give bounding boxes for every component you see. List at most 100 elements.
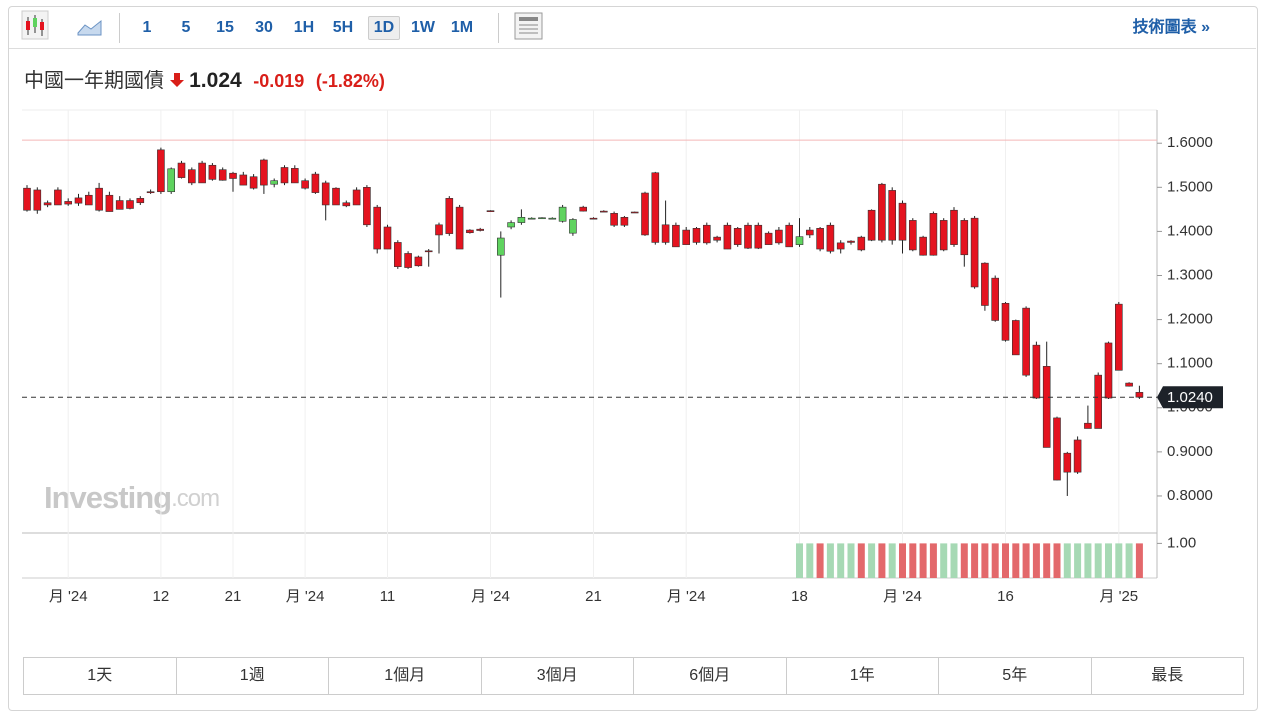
candle-body (414, 256, 423, 267)
candle-body (321, 182, 330, 206)
range-button[interactable]: 1年 (785, 658, 939, 694)
candle-body (177, 162, 186, 178)
separator (498, 13, 499, 43)
change-pct: (-1.82%) (315, 71, 385, 91)
volume-bar (899, 543, 906, 578)
y-tick-label: 1.3000 (1167, 266, 1213, 283)
candle-body (816, 228, 824, 250)
candle-body (744, 224, 752, 249)
range-button[interactable]: 1個月 (328, 658, 481, 694)
candle-body (136, 198, 145, 204)
volume-bar (1084, 543, 1092, 578)
technical-chart-link[interactable]: 技術圖表 » (1132, 19, 1210, 36)
range-button[interactable]: 1週 (175, 658, 329, 694)
volume-bar (1125, 543, 1133, 578)
candle-body (939, 220, 948, 251)
y-tick-label: 1.4000 (1167, 222, 1213, 239)
candle-body (301, 180, 309, 189)
candle-body (847, 240, 855, 243)
y-tick-label: 1.5000 (1167, 178, 1213, 195)
volume-bar (1135, 543, 1143, 578)
candle-body (898, 202, 907, 241)
last-price-label: 1.0240 (1167, 389, 1213, 406)
candle-body (126, 200, 134, 209)
candle-body (836, 242, 845, 250)
x-tick-label: 11 (380, 588, 396, 605)
x-tick-label: 12 (153, 588, 170, 605)
volume-bar (1002, 543, 1009, 578)
candle-body (466, 229, 474, 234)
range-bar: 1天 1週 1個月 3個月 6個月 1年 5年 最長 (23, 657, 1244, 695)
range-button[interactable]: 1天 (87, 667, 113, 684)
volume-bar (1115, 543, 1123, 578)
volume-bar (796, 543, 803, 578)
candle-body (229, 172, 237, 179)
candle-body (1125, 382, 1133, 387)
candle-body (64, 201, 72, 205)
candle-body (1084, 422, 1092, 429)
volume-bar (971, 543, 979, 578)
volume-bar (816, 543, 824, 578)
candle-body (970, 217, 979, 288)
volume-bar (929, 543, 937, 578)
candle-body (878, 183, 886, 241)
interval-button[interactable]: 1D (368, 16, 400, 40)
volume-bar (847, 543, 855, 578)
interval-button[interactable]: 15 (216, 19, 234, 36)
interval-button[interactable]: 30 (255, 19, 273, 36)
candle-body (538, 217, 546, 220)
range-button[interactable]: 6個月 (633, 658, 786, 694)
layout-icon[interactable] (513, 9, 553, 49)
candle-body (1032, 344, 1041, 399)
candle-body (599, 210, 608, 213)
area-icon[interactable] (75, 9, 115, 49)
price: 1.024 (189, 69, 242, 92)
candle-body (672, 224, 680, 248)
candle-body (795, 236, 804, 245)
range-button[interactable]: 5年 (938, 658, 1091, 694)
candle-body (1011, 320, 1020, 356)
candle-body (33, 189, 42, 211)
candle-body (517, 216, 526, 223)
candle-body (1053, 417, 1061, 481)
interval-button[interactable]: 1M (450, 19, 474, 36)
volume-bar (826, 543, 834, 578)
candle-body (1135, 392, 1144, 398)
candle-body (43, 202, 52, 206)
volume-bar (1063, 543, 1071, 578)
interval-button[interactable]: 1W (411, 19, 435, 36)
interval-button[interactable]: 1H (293, 19, 315, 36)
interval-button[interactable]: 5H (332, 19, 354, 36)
candle-body (692, 228, 701, 243)
interval-button[interactable]: 5 (181, 19, 191, 36)
volume-bar (1032, 543, 1040, 578)
candle-body (383, 226, 392, 250)
volume-bar (1043, 543, 1051, 578)
candle-body (311, 173, 320, 193)
interval-button[interactable]: 1 (142, 19, 152, 36)
x-tick-label: 月 '25 (1099, 588, 1138, 605)
candle-icon[interactable] (19, 9, 59, 49)
volume-bar (1074, 543, 1082, 578)
candle-body (805, 229, 814, 236)
watermark-brand: Investing (44, 480, 171, 515)
candle-body (569, 219, 577, 234)
candle-body (352, 189, 361, 206)
volume-bar (837, 543, 845, 578)
candle-body (157, 149, 165, 193)
candle-body (208, 164, 217, 180)
x-tick-label: 21 (225, 588, 242, 605)
candle-body (476, 228, 485, 231)
volume-bar (919, 543, 927, 578)
candle-body (1104, 342, 1113, 399)
range-button[interactable]: 最長 (1090, 658, 1244, 694)
candle-body (1042, 366, 1051, 448)
candle-body (548, 217, 557, 220)
x-tick-label: 月 '24 (471, 588, 510, 605)
x-tick-label: 月 '24 (286, 588, 325, 605)
candle-body (507, 222, 515, 228)
quote-header: 中國一年期國債 1.024 -0.019 (-1.82%) (24, 64, 385, 93)
range-button[interactable]: 3個月 (480, 658, 634, 694)
candle-body (95, 187, 103, 211)
